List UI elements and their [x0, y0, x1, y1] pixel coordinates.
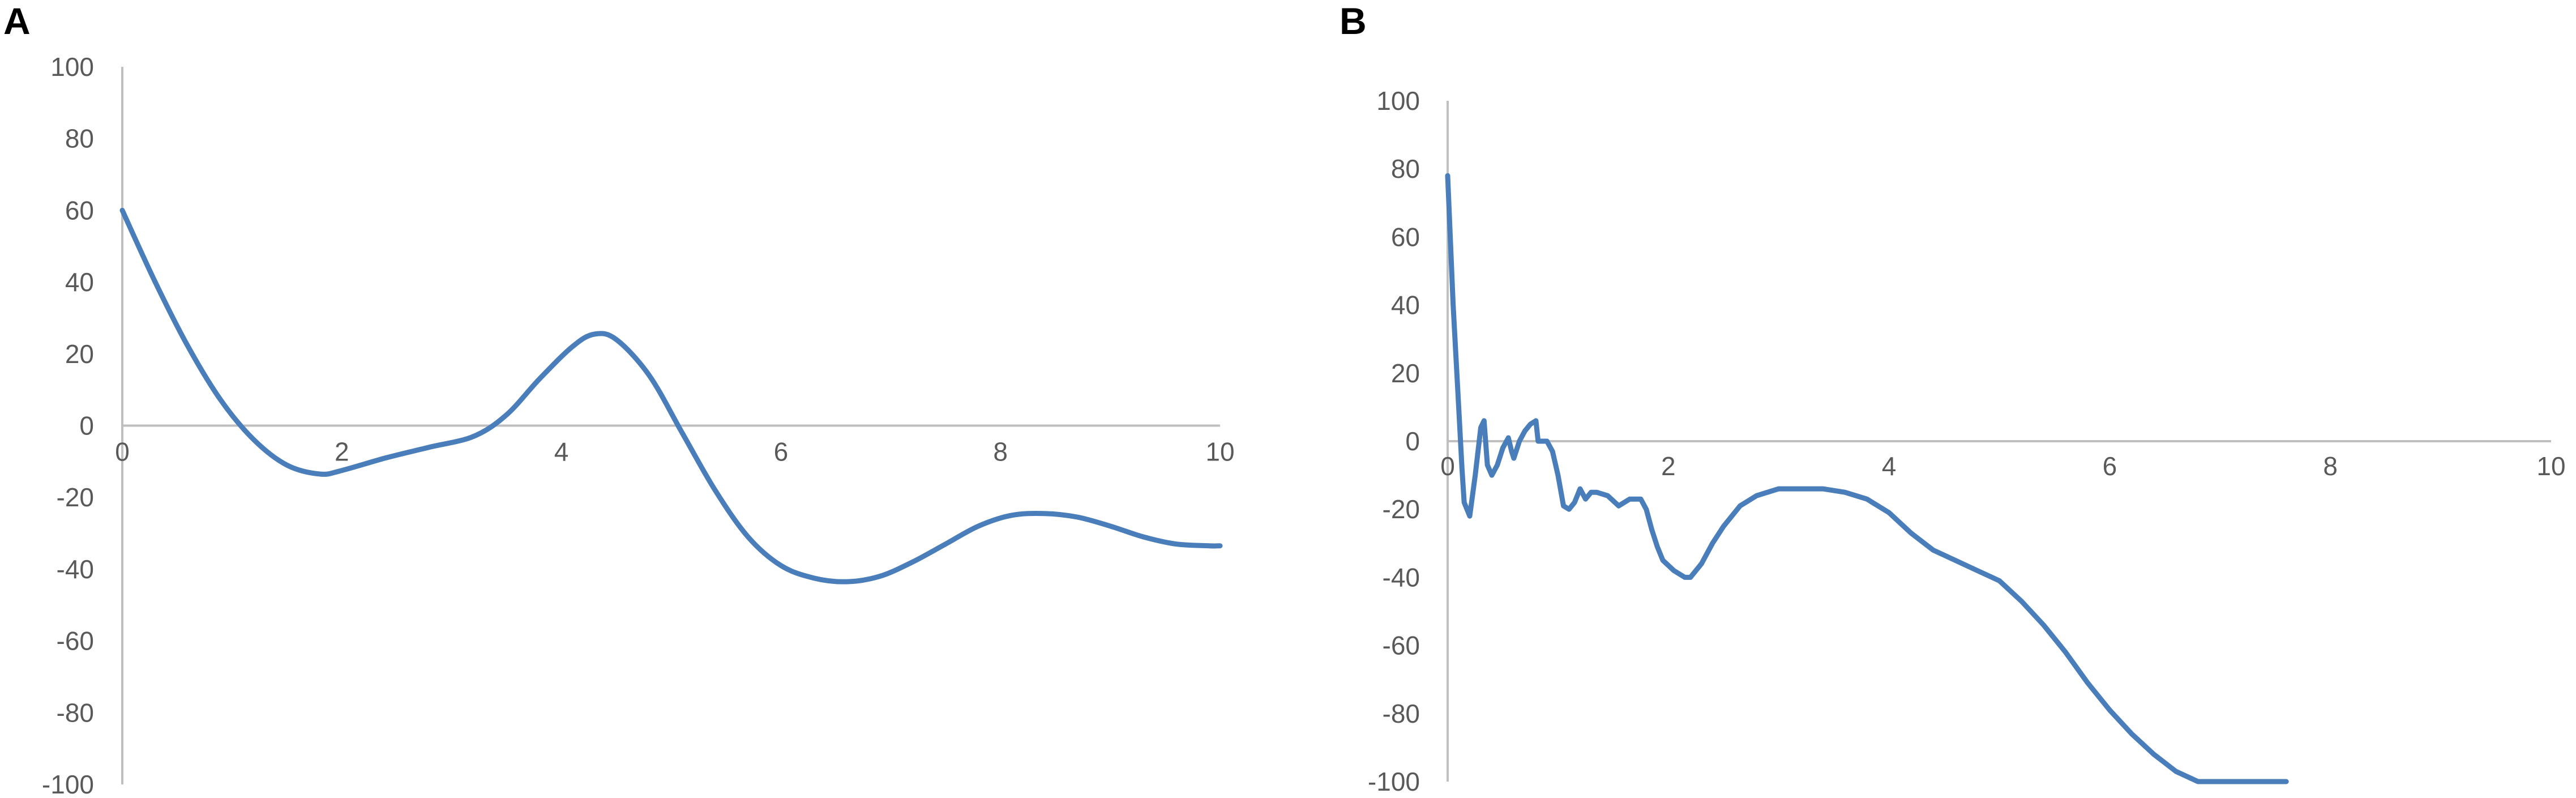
panel-b-y-tick-label: 80	[1391, 154, 1420, 184]
panel-b-y-tick-label: 20	[1391, 359, 1420, 388]
panel-b-y-tick-label: 60	[1391, 222, 1420, 251]
panel-b-y-tick-label: -20	[1383, 494, 1420, 524]
panel-b-x-tick-label: 2	[1661, 451, 1676, 481]
panel-a-y-tick-label: -60	[57, 626, 94, 656]
panel-a-series-line	[119, 207, 1223, 584]
panel-a: A 100 80 60 40 20 0 -20 -40 -60 -80 -100 0 2 4 6 8 10	[3, 0, 1235, 798]
panel-b-x-tick-label: 0	[1440, 451, 1455, 481]
panel-a-y-tick-label: 80	[65, 124, 94, 153]
panel-a-x-tick-label: 0	[115, 437, 130, 467]
panel-a-y-tick-label: -100	[42, 770, 94, 798]
panel-a-y-tick-label: 100	[50, 52, 94, 82]
panel-a-y-tick-label: 20	[65, 339, 94, 369]
panel-b-y-tick-label: 40	[1391, 291, 1420, 320]
panel-a-y-tick-label: 0	[79, 411, 94, 441]
panel-b-y-tick-label: -60	[1383, 631, 1420, 660]
panel-b-y-tick-label: -80	[1383, 699, 1420, 728]
panel-a-tick-labels: 100 80 60 40 20 0 -20 -40 -60 -80 -100 0 2 4 6 8 10	[42, 52, 1235, 798]
panel-b-x-tick-label: 4	[1882, 451, 1897, 481]
panel-b: B 100 80 60 40 20 0 -20 -40 -60 -80 -100 0 2 4 6 8 10	[1340, 0, 2566, 796]
panel-b-series	[1445, 173, 2289, 784]
panel-b-tick-labels: 100 80 60 40 20 0 -20 -40 -60 -80 -100 0 2 4 6 8 10	[1368, 86, 2566, 796]
panel-a-y-tick-label: -80	[57, 698, 94, 727]
panel-a-x-tick-label: 2	[335, 437, 349, 467]
panel-b-x-tick-label: 10	[2536, 451, 2565, 481]
panel-a-y-tick-label: -40	[57, 554, 94, 584]
panel-a-y-tick-label: 40	[65, 267, 94, 297]
panel-b-y-tick-label: 0	[1405, 426, 1420, 456]
panel-a-y-tick-label: -20	[57, 483, 94, 512]
panel-a-x-tick-label: 10	[1205, 437, 1234, 467]
panel-b-y-tick-label: -40	[1383, 562, 1420, 592]
panel-a-x-tick-label: 6	[774, 437, 789, 467]
panel-a-series	[119, 207, 1223, 584]
panel-a-x-tick-label: 8	[993, 437, 1008, 467]
panel-a-y-tick-label: 60	[65, 195, 94, 225]
panel-b-x-tick-label: 6	[2103, 451, 2117, 481]
panel-b-series-line	[1445, 173, 2289, 784]
panel-b-y-tick-label: 100	[1376, 86, 1420, 116]
panel-letter-b: B	[1340, 0, 1367, 42]
panel-b-y-tick-label: -100	[1368, 767, 1420, 796]
panel-b-x-tick-label: 8	[2323, 451, 2338, 481]
panel-a-x-tick-label: 4	[554, 437, 569, 467]
panel-letter-a: A	[3, 0, 31, 42]
